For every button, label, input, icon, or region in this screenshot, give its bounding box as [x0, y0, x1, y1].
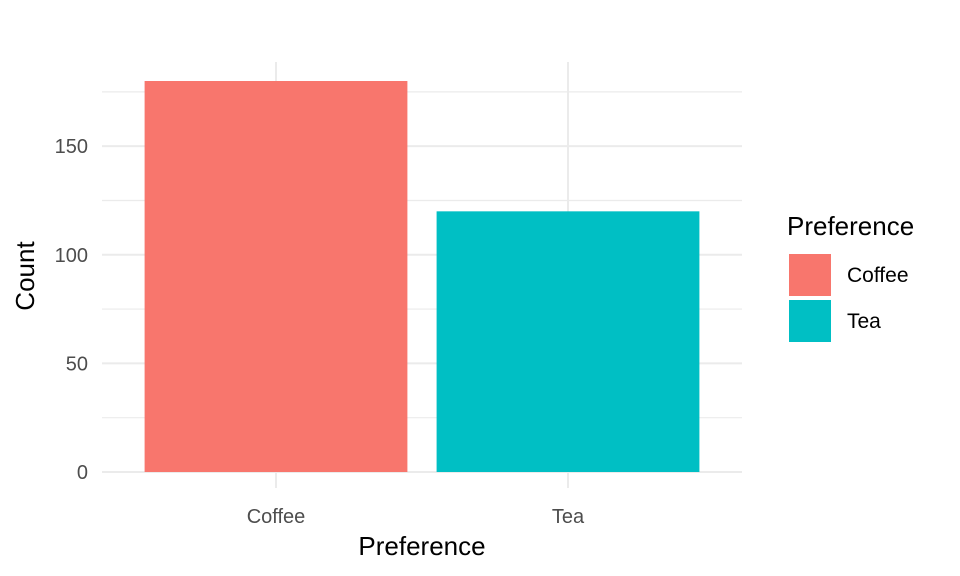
y-tick-label: 50 [66, 353, 88, 375]
legend-item: Coffee [789, 254, 909, 296]
legend-item: Tea [789, 300, 881, 342]
legend-swatch [789, 254, 831, 296]
bar-coffee [144, 81, 408, 472]
x-axis-title: Preference [358, 531, 485, 561]
y-tick-label: 100 [55, 245, 88, 267]
legend-items: Coffee Tea [789, 254, 909, 342]
y-axis-title: Count [10, 241, 40, 311]
legend-label: Tea [847, 310, 881, 333]
legend: Preference Coffee Tea [787, 211, 914, 342]
y-tick-label: 0 [77, 462, 88, 484]
legend-label: Coffee [847, 264, 909, 287]
tick-labels: 0 50 100 150 Coffee Tea [55, 136, 585, 528]
x-tick-label: Tea [552, 506, 585, 528]
legend-swatch [789, 300, 831, 342]
bar-tea [436, 211, 700, 473]
y-tick-label: 150 [55, 136, 88, 158]
x-tick-label: Coffee [247, 506, 306, 528]
bar-layer [144, 81, 700, 473]
legend-title: Preference [787, 211, 914, 241]
